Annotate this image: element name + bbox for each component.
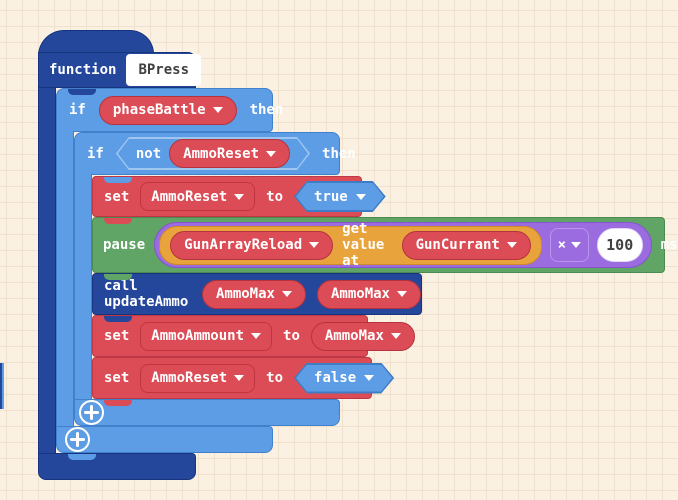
to-label: to <box>266 370 284 386</box>
call-arg2-name: AmmoMax <box>330 286 390 302</box>
inner-if-spine[interactable] <box>74 174 92 400</box>
outer-then-label: then <box>249 102 284 118</box>
variable-name: AmmoAmmount <box>151 328 245 344</box>
number-input[interactable]: 100 <box>596 228 643 262</box>
false-boolean-dropdown[interactable]: false <box>294 363 394 394</box>
caret-down-icon <box>506 242 517 248</box>
array-get-value-block[interactable]: GunArrayReload get value at GunCurrant <box>159 221 542 269</box>
outer-if-label: if <box>69 102 86 118</box>
connector-tab <box>104 316 132 322</box>
array-list-name: GunArrayReload <box>184 237 303 253</box>
function-name-text: BPress <box>138 62 190 78</box>
connector-tab <box>104 400 132 406</box>
function-name-field[interactable]: BPress <box>126 54 202 86</box>
ms-label: ms <box>660 237 678 253</box>
caret-down-icon <box>364 375 375 381</box>
array-index-name: GunCurrant <box>415 237 500 253</box>
not-boolean-block[interactable]: not AmmoReset <box>116 137 310 170</box>
call-label: call updateAmmo <box>104 278 189 310</box>
call-function-block[interactable]: call updateAmmo AmmoMax AmmoMax <box>92 273 422 315</box>
set-label: set <box>104 370 130 386</box>
connector-tab <box>104 177 132 183</box>
to-label: to <box>266 188 284 205</box>
function-block-hat[interactable] <box>38 30 154 56</box>
array-list-dropdown[interactable]: GunArrayReload <box>170 230 334 260</box>
offscreen-block-edge[interactable] <box>0 363 4 409</box>
variable-dropdown[interactable]: AmmoAmmount <box>140 321 273 351</box>
outer-if-spine[interactable] <box>56 131 74 427</box>
boolean-value: false <box>314 370 357 386</box>
caret-down-icon <box>390 333 401 339</box>
connector-tab <box>104 274 132 280</box>
operator-symbol: × <box>557 237 566 253</box>
multiply-math-block[interactable]: GunArrayReload get value at GunCurrant ×… <box>154 221 652 269</box>
value-variable-name: AmmoMax <box>324 328 384 344</box>
set-label: set <box>104 328 130 344</box>
caret-down-icon <box>571 242 581 248</box>
caret-down-icon <box>251 333 262 339</box>
get-value-at-label: get value at <box>342 221 385 269</box>
caret-down-icon <box>212 107 223 113</box>
to-label: to <box>283 328 300 344</box>
inner-if-label: if <box>87 145 104 162</box>
variable-dropdown[interactable]: AmmoReset <box>140 363 256 393</box>
not-label: not <box>135 145 162 162</box>
pause-block[interactable]: pause GunArrayReload get value at GunCur… <box>92 217 678 273</box>
function-block-spine[interactable] <box>38 87 56 454</box>
connector-tab <box>68 454 96 460</box>
number-value: 100 <box>606 236 634 254</box>
outer-if-condition-dropdown[interactable]: phaseBattle <box>98 95 237 125</box>
set-variable-block[interactable]: set AmmoAmmount to AmmoMax <box>92 315 415 357</box>
set-variable-block[interactable]: set AmmoReset to false <box>92 357 372 399</box>
inner-if-header[interactable]: if not AmmoReset then <box>74 132 356 175</box>
inner-if-condition-dropdown[interactable]: AmmoReset <box>169 139 291 168</box>
true-boolean-dropdown[interactable]: true <box>294 181 386 212</box>
function-keyword-label: function <box>49 62 117 78</box>
inner-if-condition-text: AmmoReset <box>183 145 260 162</box>
caret-down-icon <box>234 193 245 200</box>
caret-down-icon <box>234 375 245 381</box>
outer-if-header[interactable]: if phaseBattle then <box>56 88 283 132</box>
connector-tab <box>104 218 132 224</box>
call-arg1-dropdown[interactable]: AmmoMax <box>201 279 306 309</box>
caret-down-icon <box>397 291 407 297</box>
call-arg2-dropdown[interactable]: AmmoMax <box>316 279 421 309</box>
variable-name: AmmoReset <box>151 370 228 386</box>
connector-tab <box>68 89 96 95</box>
value-variable-dropdown[interactable]: AmmoMax <box>310 321 415 351</box>
boolean-value: true <box>314 188 348 205</box>
pause-label: pause <box>103 237 146 253</box>
outer-if-condition-text: phaseBattle <box>112 102 206 118</box>
outer-if-footer[interactable] <box>56 426 273 453</box>
function-block-header[interactable]: function BPress <box>38 52 202 88</box>
operator-dropdown[interactable]: × <box>549 228 589 262</box>
plus-circle-icon[interactable] <box>65 427 90 452</box>
function-block-footer[interactable] <box>38 453 196 480</box>
call-arg1-name: AmmoMax <box>215 286 275 302</box>
caret-down-icon <box>309 242 320 248</box>
caret-down-icon <box>266 150 277 157</box>
set-variable-block[interactable]: set AmmoReset to true <box>92 176 362 217</box>
set-label: set <box>104 188 130 205</box>
variable-dropdown[interactable]: AmmoReset <box>140 182 256 211</box>
variable-name: AmmoReset <box>151 188 228 205</box>
caret-down-icon <box>281 291 292 297</box>
array-index-dropdown[interactable]: GunCurrant <box>401 230 531 260</box>
inner-then-label: then <box>322 145 356 162</box>
plus-circle-icon[interactable] <box>79 400 104 425</box>
caret-down-icon <box>355 193 366 200</box>
